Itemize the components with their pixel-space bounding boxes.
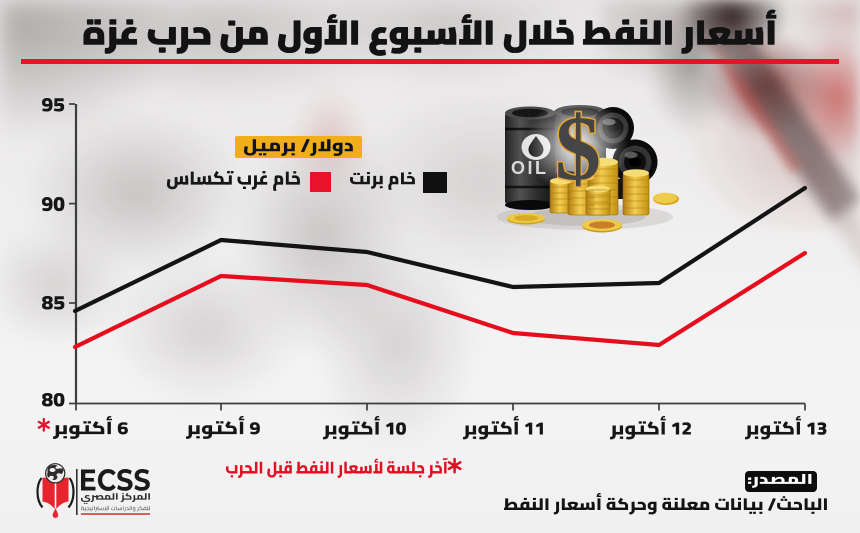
svg-text:$: $ bbox=[555, 97, 601, 199]
